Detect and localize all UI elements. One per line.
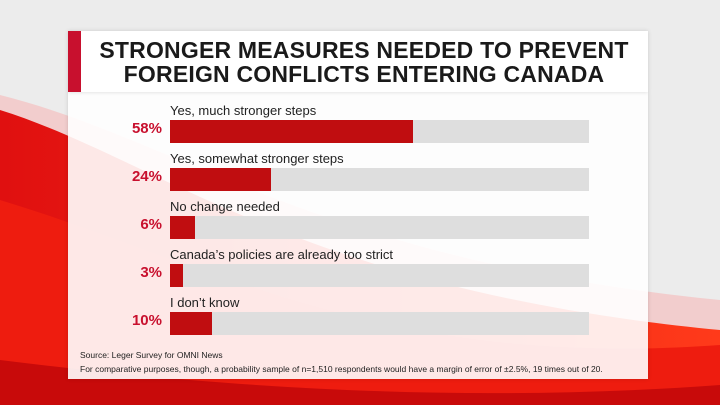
- bar-row: I don’t know 10%: [0, 295, 720, 343]
- category-label: Yes, much stronger steps: [170, 103, 317, 118]
- bar-row: Canada’s policies are already too strict…: [0, 247, 720, 295]
- category-label: No change needed: [170, 199, 280, 214]
- title-accent-bar: [68, 31, 81, 92]
- bar-row: Yes, much stronger steps 58%: [0, 103, 720, 151]
- bar: [170, 168, 271, 191]
- bar: [170, 120, 414, 143]
- bar-row: Yes, somewhat stronger steps 24%: [0, 151, 720, 199]
- value-label: 10%: [131, 312, 162, 329]
- bar: [170, 312, 212, 335]
- category-label: Yes, somewhat stronger steps: [170, 151, 344, 166]
- margin-of-error-note: For comparative purposes, though, a prob…: [80, 364, 603, 374]
- value-label: 3%: [140, 264, 162, 281]
- chart-title: STRONGER MEASURES NEEDED TO PREVENT FORE…: [99, 37, 629, 87]
- title-box: [68, 31, 648, 92]
- source-note: Source: Leger Survey for OMNI News: [80, 350, 223, 360]
- bar-row: No change needed 6%: [0, 199, 720, 247]
- bar-track: [170, 168, 589, 191]
- category-label: Canada’s policies are already too strict: [170, 247, 394, 262]
- category-label: I don’t know: [170, 295, 240, 310]
- value-label: 58%: [131, 120, 162, 137]
- bar: [170, 216, 196, 239]
- bar: [170, 264, 183, 287]
- bar-track: [170, 216, 589, 239]
- bar-track: [170, 264, 589, 287]
- value-label: 24%: [131, 168, 162, 185]
- bar-track: [170, 120, 589, 143]
- bar-track: [170, 312, 589, 335]
- value-label: 6%: [140, 216, 162, 233]
